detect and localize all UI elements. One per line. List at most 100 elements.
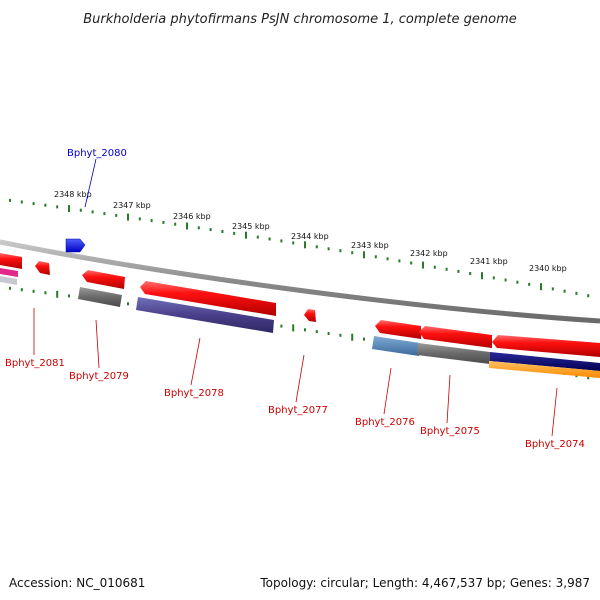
gene-bphyt-2081[interactable] xyxy=(0,253,50,285)
ruler-label-2340: 2340 kbp xyxy=(529,264,567,273)
inner-ruler-major-tick xyxy=(351,333,354,341)
inner-ruler-minor-tick xyxy=(315,330,318,334)
outer-ruler-minor-tick xyxy=(138,217,141,221)
outer-ruler-minor-tick xyxy=(504,278,507,282)
outer-ruler-minor-tick xyxy=(516,280,519,284)
outer-ruler-major-tick xyxy=(540,283,542,291)
accession-text: Accession: NC_010681 xyxy=(9,576,146,590)
outer-ruler-minor-tick xyxy=(174,222,177,226)
outer-ruler-major-tick xyxy=(422,261,424,269)
coordinate-labels: 2348 kbp 2347 kbp 2346 kbp 2345 kbp 2344… xyxy=(54,190,567,273)
outer-ruler-minor-tick xyxy=(386,257,389,261)
ruler-label-2342: 2342 kbp xyxy=(410,249,448,258)
outer-ruler-major-tick xyxy=(363,251,365,259)
outer-ruler-minor-tick xyxy=(292,241,295,245)
outer-ruler-minor-tick xyxy=(150,219,153,223)
outer-ruler-major-tick xyxy=(245,231,247,239)
outer-ruler-major-tick xyxy=(127,213,129,221)
inner-ruler-minor-tick xyxy=(127,302,129,306)
inner-ruler-minor-tick xyxy=(363,337,365,341)
outer-ruler-minor-tick xyxy=(492,276,495,280)
gene-label-bphyt-2079[interactable]: Bphyt_2079 xyxy=(69,371,129,382)
gene-features xyxy=(0,238,600,378)
ruler-label-2346: 2346 kbp xyxy=(173,212,211,221)
gene-label-bphyt-2080[interactable]: Bphyt_2080 xyxy=(67,148,127,159)
gene-bphyt-2076[interactable] xyxy=(372,320,421,356)
gene-bphyt-2079[interactable] xyxy=(78,270,125,307)
gene-bphyt-2078[interactable] xyxy=(136,281,276,333)
outer-ruler-minor-tick xyxy=(327,247,330,251)
leader-bphyt-2075 xyxy=(446,374,451,424)
inner-ruler-minor-tick xyxy=(68,294,70,298)
gene-label-bphyt-2076[interactable]: Bphyt_2076 xyxy=(355,417,415,428)
leader-bphyt-2076 xyxy=(383,367,392,415)
ruler-label-2341: 2341 kbp xyxy=(470,257,508,266)
outer-ruler-minor-tick xyxy=(410,261,413,265)
outer-ruler-major-tick xyxy=(481,272,483,280)
outer-ruler-minor-tick xyxy=(551,287,554,291)
gene-label-bphyt-2081[interactable]: Bphyt_2081 xyxy=(5,358,65,369)
outer-ruler-minor-tick xyxy=(115,213,118,217)
gene-label-bphyt-2077[interactable]: Bphyt_2077 xyxy=(268,405,328,416)
outer-ruler-minor-tick xyxy=(398,259,401,263)
outer-ruler-minor-tick xyxy=(162,220,165,224)
leader-bphyt-2079 xyxy=(95,319,100,369)
outer-ruler-minor-tick xyxy=(433,265,436,269)
outer-ruler-minor-tick xyxy=(44,203,47,207)
outer-ruler-minor-tick xyxy=(457,269,460,273)
inner-ruler-minor-tick xyxy=(44,291,47,295)
outer-ruler-minor-tick xyxy=(587,294,590,298)
gene-label-bphyt-2078[interactable]: Bphyt_2078 xyxy=(164,388,224,399)
inner-ruler-minor-tick xyxy=(20,288,23,292)
outer-ruler-minor-tick xyxy=(233,231,236,235)
outer-ruler-minor-tick xyxy=(79,208,82,212)
outer-ruler-minor-tick xyxy=(197,226,200,230)
leader-bphyt-2077 xyxy=(295,354,305,403)
coordinate-ruler-outer xyxy=(9,198,590,298)
gene-bphyt-2080[interactable] xyxy=(65,238,86,253)
ruler-label-2344: 2344 kbp xyxy=(291,232,329,241)
ruler-label-2345: 2345 kbp xyxy=(232,222,270,231)
outer-ruler-minor-tick xyxy=(280,239,283,243)
outer-ruler-minor-tick xyxy=(351,251,354,255)
gene-bphyt-2077[interactable] xyxy=(304,309,316,322)
outer-ruler-minor-tick xyxy=(32,202,35,206)
gene-label-bphyt-2074[interactable]: Bphyt_2074 xyxy=(525,439,585,450)
gene-label-bphyt-2075[interactable]: Bphyt_2075 xyxy=(420,426,480,437)
outer-ruler-minor-tick xyxy=(20,200,23,204)
outer-ruler-minor-tick xyxy=(268,237,271,241)
outer-ruler-minor-tick xyxy=(445,267,448,271)
gene-bphyt-2074[interactable] xyxy=(489,335,600,378)
outer-ruler-minor-tick xyxy=(528,282,531,286)
outer-ruler-major-tick xyxy=(304,241,306,249)
gene-bphyt-2075[interactable] xyxy=(417,326,492,364)
outer-ruler-minor-tick xyxy=(256,235,259,239)
inner-ruler-minor-tick xyxy=(339,333,342,337)
ruler-label-2347: 2347 kbp xyxy=(113,201,151,210)
outer-ruler-minor-tick xyxy=(9,198,11,202)
outer-ruler-minor-tick xyxy=(575,291,578,295)
outer-ruler-minor-tick xyxy=(221,230,224,233)
ruler-label-2348: 2348 kbp xyxy=(54,190,92,199)
outer-ruler-minor-tick xyxy=(103,212,106,216)
inner-ruler-major-tick xyxy=(56,290,59,298)
inner-ruler-minor-tick xyxy=(32,289,35,293)
gene-labels: Bphyt_2080 Bphyt_2081 Bphyt_2079 Bphyt_2… xyxy=(5,148,585,450)
inner-ruler-minor-tick xyxy=(587,376,590,380)
genome-backbone xyxy=(0,239,600,324)
ruler-label-2343: 2343 kbp xyxy=(351,241,389,250)
outer-ruler-minor-tick xyxy=(56,205,59,209)
inner-ruler-minor-tick xyxy=(304,328,306,332)
outer-ruler-minor-tick xyxy=(209,228,212,232)
outer-ruler-major-tick xyxy=(186,222,188,230)
leader-bphyt-2080 xyxy=(84,158,97,208)
map-title: Burkholderia phytofirmans PsJN chromosom… xyxy=(83,12,517,27)
outer-ruler-minor-tick xyxy=(469,272,472,275)
outer-ruler-major-tick xyxy=(68,205,70,213)
leader-bphyt-2074 xyxy=(551,387,558,437)
leader-bphyt-2078 xyxy=(190,337,201,386)
inner-ruler-minor-tick xyxy=(9,286,11,290)
inner-ruler-minor-tick xyxy=(327,332,330,335)
outer-ruler-minor-tick xyxy=(374,255,377,259)
inner-ruler-major-tick xyxy=(292,324,295,332)
